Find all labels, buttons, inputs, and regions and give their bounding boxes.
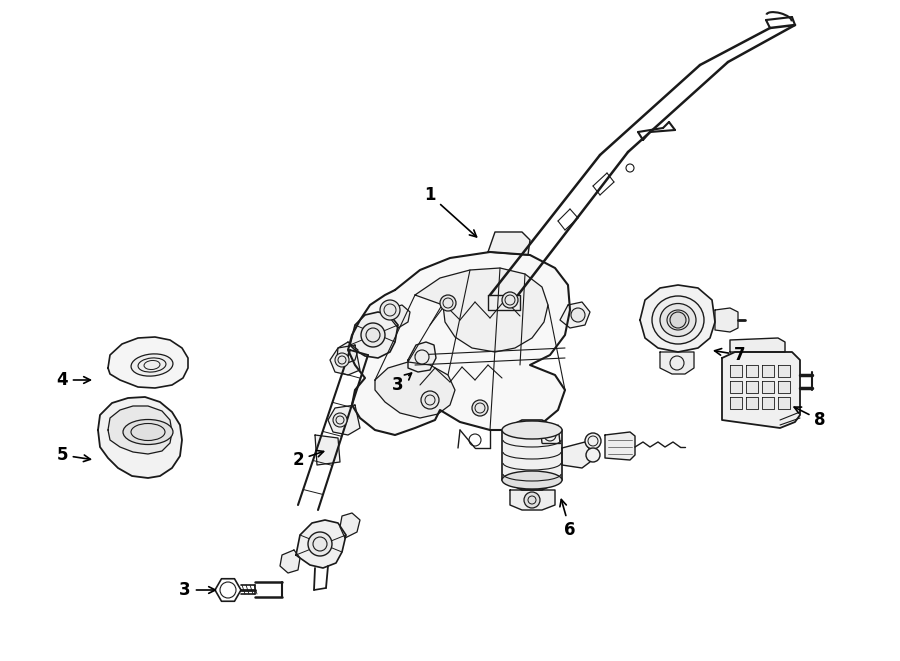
Polygon shape — [510, 490, 555, 510]
Text: 3: 3 — [392, 373, 411, 394]
Circle shape — [361, 323, 385, 347]
Circle shape — [502, 292, 518, 308]
Text: 7: 7 — [715, 346, 746, 364]
Text: 8: 8 — [794, 407, 826, 429]
Polygon shape — [280, 550, 300, 573]
Polygon shape — [722, 352, 800, 428]
Polygon shape — [715, 308, 738, 332]
Polygon shape — [375, 362, 455, 418]
Circle shape — [472, 400, 488, 416]
Polygon shape — [730, 397, 742, 409]
Circle shape — [421, 391, 439, 409]
Polygon shape — [778, 397, 790, 409]
Ellipse shape — [660, 303, 696, 336]
Circle shape — [585, 433, 601, 449]
Polygon shape — [746, 365, 758, 377]
Polygon shape — [98, 397, 182, 478]
Ellipse shape — [123, 420, 173, 444]
Circle shape — [670, 312, 686, 328]
Polygon shape — [348, 252, 570, 435]
Text: 5: 5 — [56, 446, 90, 464]
Polygon shape — [730, 381, 742, 393]
Polygon shape — [730, 338, 785, 352]
Circle shape — [586, 448, 600, 462]
Circle shape — [440, 295, 456, 311]
Polygon shape — [337, 342, 358, 364]
Text: 6: 6 — [560, 500, 576, 539]
Text: 4: 4 — [56, 371, 90, 389]
Text: 3: 3 — [179, 581, 215, 599]
Polygon shape — [778, 365, 790, 377]
Ellipse shape — [502, 471, 562, 489]
Polygon shape — [328, 405, 360, 435]
Circle shape — [333, 413, 347, 427]
Polygon shape — [488, 232, 530, 255]
Polygon shape — [746, 397, 758, 409]
Polygon shape — [415, 268, 548, 352]
Circle shape — [308, 532, 332, 556]
Polygon shape — [762, 397, 774, 409]
Circle shape — [380, 300, 400, 320]
Circle shape — [524, 492, 540, 508]
Polygon shape — [762, 365, 774, 377]
Ellipse shape — [131, 354, 173, 376]
Polygon shape — [390, 305, 410, 328]
Polygon shape — [730, 365, 742, 377]
Ellipse shape — [667, 310, 689, 330]
Polygon shape — [108, 337, 188, 388]
Polygon shape — [560, 302, 590, 328]
Circle shape — [415, 350, 429, 364]
Polygon shape — [778, 381, 790, 393]
Polygon shape — [562, 442, 590, 468]
Text: 1: 1 — [424, 186, 476, 237]
Polygon shape — [502, 420, 562, 490]
Circle shape — [571, 308, 585, 322]
Polygon shape — [108, 406, 172, 454]
Polygon shape — [330, 345, 360, 375]
Polygon shape — [408, 342, 436, 372]
Polygon shape — [762, 381, 774, 393]
Circle shape — [335, 353, 349, 367]
Polygon shape — [746, 381, 758, 393]
Polygon shape — [640, 285, 715, 352]
Ellipse shape — [502, 421, 562, 439]
Text: 2: 2 — [292, 450, 324, 469]
Polygon shape — [340, 513, 360, 538]
Polygon shape — [350, 312, 398, 358]
Polygon shape — [605, 432, 635, 460]
Polygon shape — [488, 295, 520, 310]
Polygon shape — [315, 435, 340, 465]
Polygon shape — [660, 352, 694, 374]
Ellipse shape — [652, 296, 704, 344]
Polygon shape — [296, 520, 346, 568]
